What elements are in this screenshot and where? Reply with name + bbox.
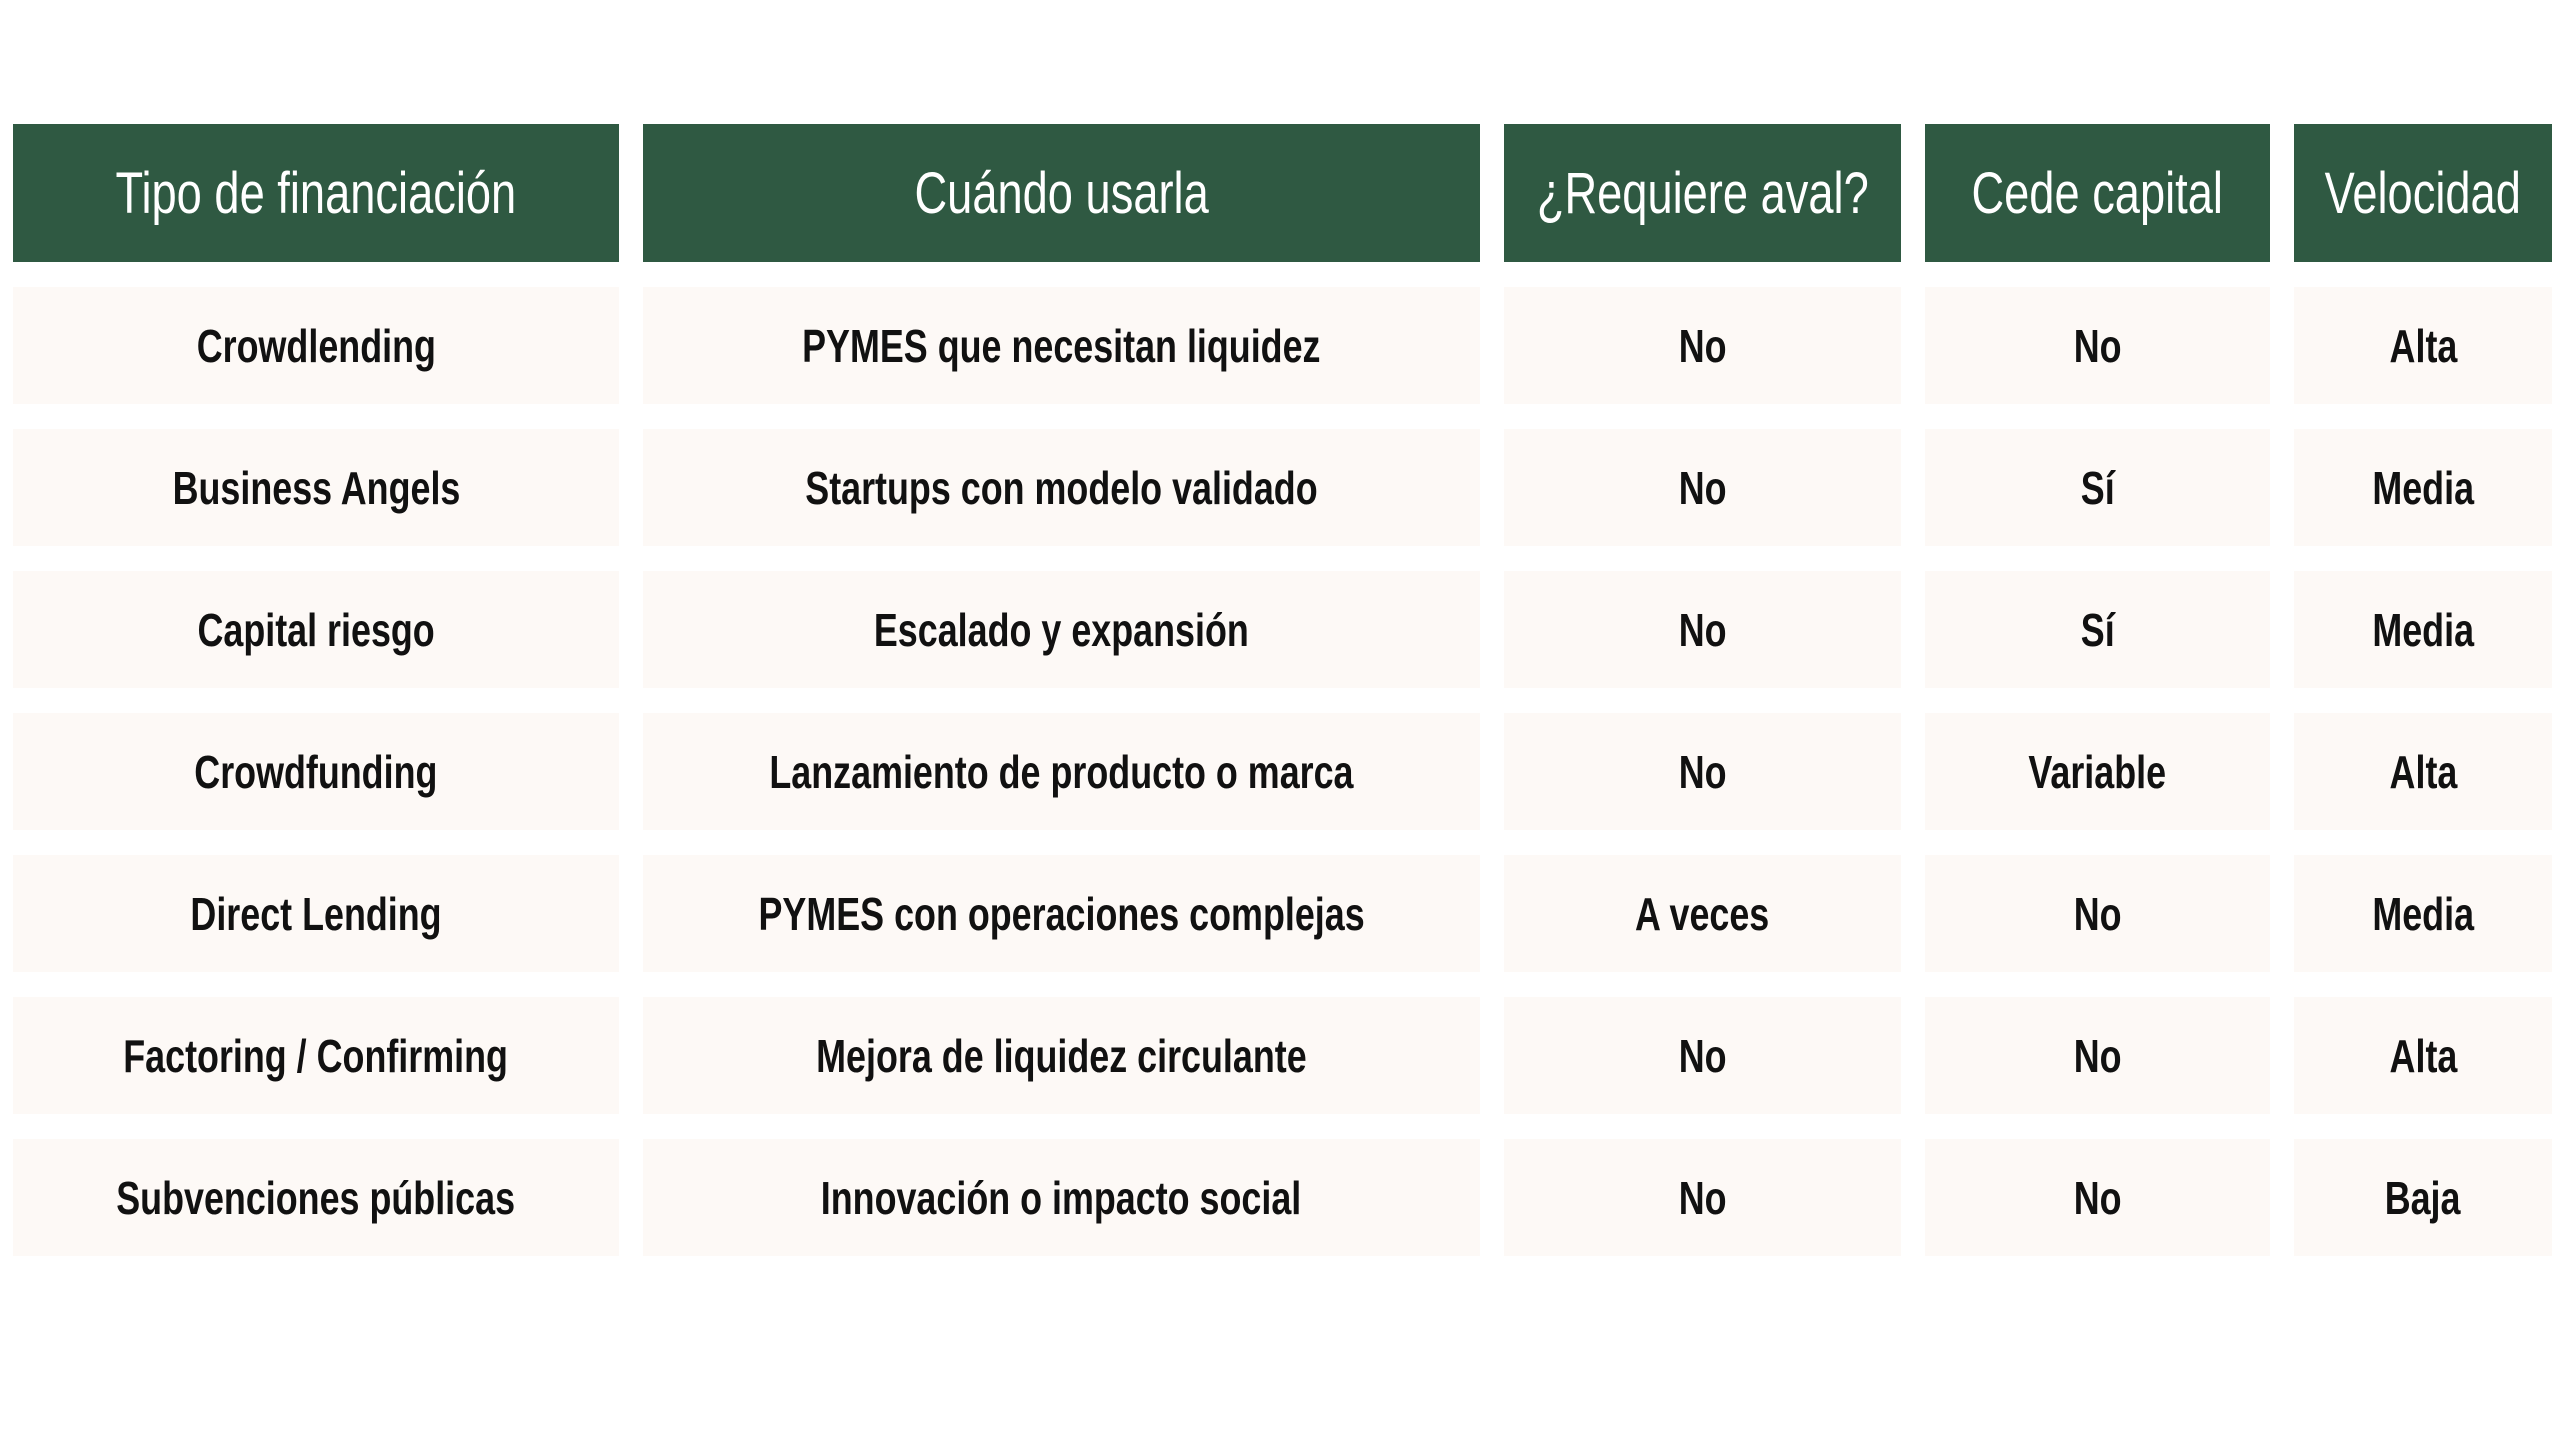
cell-text: Media: [2372, 461, 2474, 514]
cell-text: No: [1678, 603, 1727, 656]
cell-text: Mejora de liquidez circulante: [816, 1029, 1307, 1082]
table-cell: Subvenciones públicas: [13, 1139, 619, 1256]
financing-table: Tipo de financiación Cuándo usarla ¿Requ…: [13, 124, 2552, 1256]
table-cell: No: [1504, 287, 1901, 404]
table-cell: No: [1504, 429, 1901, 546]
cell-text: Innovación o impacto social: [821, 1171, 1302, 1224]
header-aval: ¿Requiere aval?: [1504, 124, 1901, 262]
cell-text: Alta: [2389, 745, 2457, 798]
cell-text: No: [1678, 1171, 1727, 1224]
table-cell: Crowdfunding: [13, 713, 619, 830]
cell-text: No: [1678, 745, 1727, 798]
table-cell: PYMES con operaciones complejas: [643, 855, 1480, 972]
cell-text: Factoring / Confirming: [123, 1029, 509, 1082]
table-cell: No: [1925, 997, 2270, 1114]
cell-text: No: [2073, 1029, 2122, 1082]
cell-text: Variable: [2028, 745, 2167, 798]
table-cell: A veces: [1504, 855, 1901, 972]
table-cell: Mejora de liquidez circulante: [643, 997, 1480, 1114]
table-cell: No: [1504, 997, 1901, 1114]
table-cell: Media: [2294, 855, 2552, 972]
table-cell: Variable: [1925, 713, 2270, 830]
cell-text: PYMES con operaciones complejas: [758, 887, 1365, 940]
header-cuando: Cuándo usarla: [643, 124, 1480, 262]
cell-text: Capital riesgo: [197, 603, 435, 656]
cell-text: Crowdlending: [196, 319, 436, 372]
cell-text: Escalado y expansión: [874, 603, 1249, 656]
cell-text: No: [1678, 461, 1727, 514]
cell-text: Sí: [2080, 461, 2115, 514]
cell-text: Alta: [2389, 1029, 2457, 1082]
table-cell: Alta: [2294, 287, 2552, 404]
table-cell: Alta: [2294, 713, 2552, 830]
table-cell: No: [1925, 855, 2270, 972]
table-cell: Lanzamiento de producto o marca: [643, 713, 1480, 830]
table-cell: Media: [2294, 429, 2552, 546]
cell-text: Media: [2372, 603, 2474, 656]
header-velocidad: Velocidad: [2294, 124, 2552, 262]
cell-text: No: [2073, 1171, 2122, 1224]
cell-text: Lanzamiento de producto o marca: [769, 745, 1354, 798]
table-cell: No: [1504, 571, 1901, 688]
table-cell: Business Angels: [13, 429, 619, 546]
table-cell: Media: [2294, 571, 2552, 688]
table-cell: PYMES que necesitan liquidez: [643, 287, 1480, 404]
table-cell: Baja: [2294, 1139, 2552, 1256]
table-cell: Capital riesgo: [13, 571, 619, 688]
table-cell: No: [1925, 287, 2270, 404]
table-cell: No: [1504, 713, 1901, 830]
cell-text: No: [1678, 319, 1727, 372]
cell-text: Startups con modelo validado: [805, 461, 1318, 514]
table-cell: Sí: [1925, 429, 2270, 546]
cell-text: No: [2073, 319, 2122, 372]
cell-text: Direct Lending: [190, 887, 442, 940]
table-cell: Crowdlending: [13, 287, 619, 404]
header-velocidad-label: Velocidad: [2324, 160, 2522, 226]
cell-text: No: [2073, 887, 2122, 940]
table-cell: Factoring / Confirming: [13, 997, 619, 1114]
cell-text: Media: [2372, 887, 2474, 940]
cell-text: Baja: [2385, 1171, 2461, 1224]
header-capital-label: Cede capital: [1971, 160, 2224, 226]
header-aval-label: ¿Requiere aval?: [1536, 160, 1869, 226]
header-tipo: Tipo de financiación: [13, 124, 619, 262]
cell-text: PYMES que necesitan liquidez: [802, 319, 1321, 372]
cell-text: A veces: [1635, 887, 1770, 940]
header-tipo-label: Tipo de financiación: [115, 160, 517, 226]
table-cell: Sí: [1925, 571, 2270, 688]
table-cell: Startups con modelo validado: [643, 429, 1480, 546]
table-cell: Alta: [2294, 997, 2552, 1114]
table-cell: Innovación o impacto social: [643, 1139, 1480, 1256]
cell-text: Subvenciones públicas: [116, 1171, 516, 1224]
table-cell: Direct Lending: [13, 855, 619, 972]
header-cuando-label: Cuándo usarla: [914, 160, 1209, 226]
cell-text: Business Angels: [172, 461, 460, 514]
header-capital: Cede capital: [1925, 124, 2270, 262]
cell-text: Alta: [2389, 319, 2457, 372]
cell-text: Crowdfunding: [194, 745, 438, 798]
table-cell: No: [1504, 1139, 1901, 1256]
cell-text: Sí: [2080, 603, 2115, 656]
cell-text: No: [1678, 1029, 1727, 1082]
table-cell: Escalado y expansión: [643, 571, 1480, 688]
table-cell: No: [1925, 1139, 2270, 1256]
